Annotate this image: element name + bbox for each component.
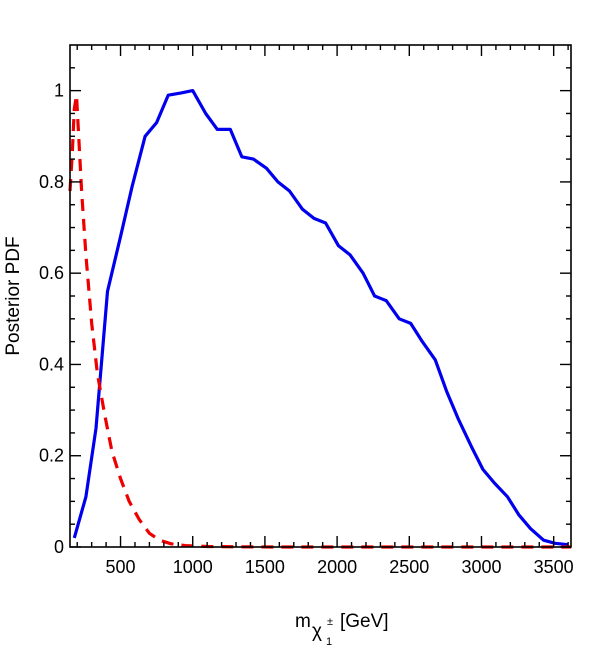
y-tick-label: 0.6 [39, 263, 64, 283]
y-tick-label: 0.8 [39, 172, 64, 192]
y-tick-label: 0.2 [39, 446, 64, 466]
x-tick-label: 2000 [317, 557, 357, 577]
x-axis-title-m: m [295, 611, 311, 632]
ticks-layer [70, 45, 571, 548]
y-tick-label: 0 [54, 537, 64, 557]
x-tick-label: 3500 [534, 557, 574, 577]
x-tick-label: 1500 [245, 557, 285, 577]
x-tick-label: 1000 [173, 557, 213, 577]
x-axis-title-chi: χ [312, 621, 322, 642]
x-axis-title: m χ ± 1 [GeV] [295, 611, 389, 648]
plot-frame [69, 44, 572, 548]
x-tick-label: 3000 [461, 557, 501, 577]
x-axis-title-unit: [GeV] [340, 611, 389, 632]
series-line-1 [72, 89, 569, 547]
series-layer [68, 89, 571, 549]
y-axis-title: Posterior PDF [3, 236, 24, 355]
x-tick-label: 500 [106, 557, 136, 577]
x-axis-title-superscript: ± [327, 616, 333, 628]
series-line-2 [68, 93, 571, 549]
y-tick-label: 0.4 [39, 354, 64, 374]
tick-labels-layer: 500 1000 1500 2000 2500 3000 3500 0 0.2 0.4 0.6 0.8… [39, 81, 574, 577]
x-tick-label: 2500 [389, 557, 429, 577]
x-axis-title-subscript: 1 [326, 636, 332, 648]
y-tick-label: 1 [54, 81, 64, 101]
